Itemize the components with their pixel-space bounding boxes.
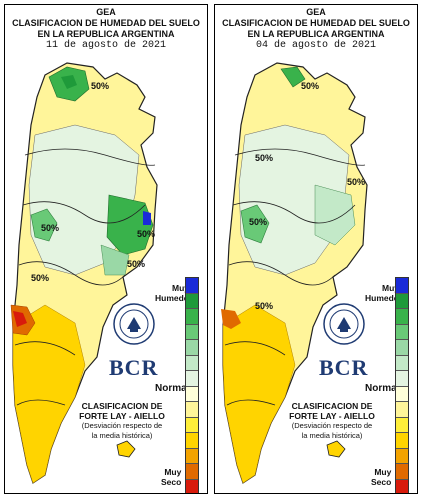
dry-region-south <box>222 304 296 484</box>
contour-label: 50% <box>301 81 319 91</box>
map-date: 04 de agosto de 2021 <box>255 40 377 51</box>
color-scale-step <box>186 278 198 294</box>
moisture-color-scale <box>185 277 199 493</box>
legend-normal-label: Normal <box>155 383 190 394</box>
contour-label: 50% <box>249 217 267 227</box>
humid-region-east <box>106 194 154 256</box>
dry-region-south <box>12 304 86 484</box>
contour-label: 50% <box>41 223 59 233</box>
near-humid-east <box>314 184 356 246</box>
color-scale-step <box>186 309 198 325</box>
very-humid-core-east <box>143 211 151 225</box>
contour-label: 50% <box>347 177 365 187</box>
color-scale-step <box>186 448 198 464</box>
color-scale-step <box>396 340 408 356</box>
color-scale-step <box>396 293 408 309</box>
humid-core-north <box>61 75 77 89</box>
map-panel-right: GEA CLASIFICACION DE HUMEDAD DEL SUELO E… <box>214 4 418 494</box>
title-line-1: CLASIFICACION DE HUMEDAD DEL SUELO <box>222 18 410 28</box>
humid-region-west <box>30 208 58 242</box>
color-scale-step <box>396 309 408 325</box>
legend-very-dry-label: Muy Seco <box>371 467 392 487</box>
color-scale-step <box>396 433 408 449</box>
legend-normal-label: Normal <box>365 383 400 394</box>
map-panel-left: GEA CLASIFICACION DE HUMEDAD DEL SUELO E… <box>4 4 208 494</box>
bcr-seal-icon <box>323 303 365 350</box>
contour-label: 50% <box>255 301 273 311</box>
bcr-logo: BCR <box>109 355 159 380</box>
color-scale-step <box>396 371 408 387</box>
color-scale-step <box>396 278 408 294</box>
legend-very-humid-label: Muy Humedo <box>155 283 189 303</box>
argentina-soil-moisture-map: 50% 50% 50% 50% 50% <box>221 62 368 484</box>
contour-label: 50% <box>127 259 145 269</box>
contour-line <box>232 201 356 224</box>
argentina-soil-moisture-map: 50% 50% 50% 50% 50% <box>10 62 158 484</box>
contour-line <box>224 341 286 356</box>
moisture-color-scale <box>395 277 409 493</box>
contour-label: 50% <box>31 273 49 283</box>
color-scale-step <box>186 355 198 371</box>
color-scale-step <box>186 417 198 433</box>
org-label: GEA <box>306 7 326 17</box>
org-label: GEA <box>96 7 116 17</box>
title-line-2: EN LA REPUBLICA ARGENTINA <box>247 29 385 39</box>
extreme-dry-patch <box>13 311 27 327</box>
map-date: 11 de agosto de 2021 <box>45 40 167 51</box>
contour-line <box>18 261 126 286</box>
color-scale-step <box>396 464 408 480</box>
humid-region-west <box>240 204 270 244</box>
contour-line <box>228 261 336 286</box>
color-scale-step <box>186 340 198 356</box>
malvinas-islands <box>116 440 136 458</box>
contour-line <box>24 148 156 166</box>
color-scale-step <box>186 293 198 309</box>
very-dry-patch <box>221 309 241 329</box>
humid-region-north <box>280 66 306 88</box>
contour-line <box>16 399 66 406</box>
color-scale-step <box>396 355 408 371</box>
map-title: GEA CLASIFICACION DE HUMEDAD DEL SUELO E… <box>5 7 207 51</box>
bcr-logo: BCR <box>319 355 369 380</box>
color-scale-step <box>186 386 198 402</box>
map-title: GEA CLASIFICACION DE HUMEDAD DEL SUELO E… <box>215 7 417 51</box>
bcr-seal-icon <box>113 303 155 350</box>
contour-label: 50% <box>137 229 155 239</box>
contour-label: 50% <box>255 153 273 163</box>
color-scale-step <box>396 386 408 402</box>
contour-line <box>14 341 76 356</box>
color-scale-step <box>396 417 408 433</box>
contour-line <box>234 148 366 166</box>
color-scale-step <box>186 371 198 387</box>
title-line-2: EN LA REPUBLICA ARGENTINA <box>37 29 175 39</box>
color-scale-step <box>396 448 408 464</box>
contour-line <box>226 399 276 406</box>
contour-label: 50% <box>91 81 109 91</box>
classification-method: CLASIFICACION DE FORTE LAY - AIELLO (Des… <box>289 401 375 440</box>
color-scale-step <box>186 433 198 449</box>
legend-very-humid-label: Muy Humedo <box>365 283 399 303</box>
classification-method: CLASIFICACION DE FORTE LAY - AIELLO (Des… <box>79 401 165 440</box>
color-scale-step <box>186 464 198 480</box>
color-scale-step <box>396 479 408 493</box>
malvinas-islands <box>326 440 346 458</box>
title-line-1: CLASIFICACION DE HUMEDAD DEL SUELO <box>12 18 200 28</box>
color-scale-step <box>186 402 198 418</box>
legend-very-dry-label: Muy Seco <box>161 467 182 487</box>
contour-line <box>22 201 146 224</box>
color-scale-step <box>186 479 198 493</box>
color-scale-step <box>186 324 198 340</box>
color-scale-step <box>396 402 408 418</box>
color-scale-step <box>396 324 408 340</box>
